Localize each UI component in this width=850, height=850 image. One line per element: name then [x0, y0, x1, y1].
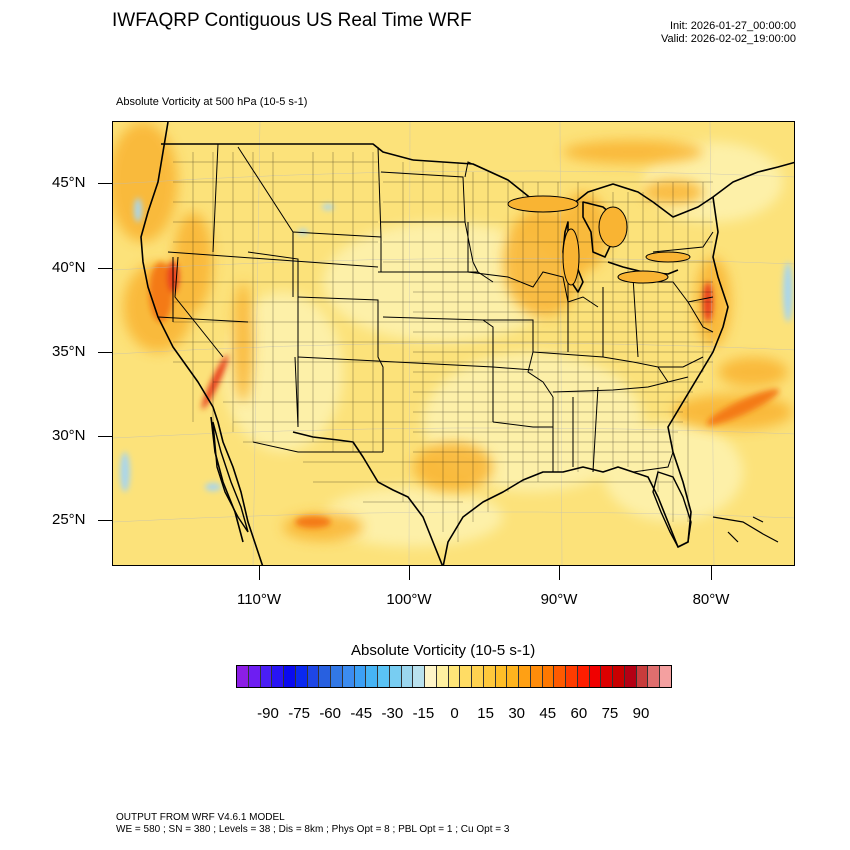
colorbar-swatch — [601, 666, 613, 687]
colorbar-label: -90 — [257, 705, 279, 722]
colorbar-swatch — [425, 666, 437, 687]
colorbar-swatch — [507, 666, 519, 687]
colorbar-swatch — [331, 666, 343, 687]
colorbar-label: 90 — [632, 705, 650, 722]
colorbar-label: -45 — [350, 705, 373, 722]
colorbar-swatch — [589, 666, 602, 687]
init-time: Init: 2026-01-27_00:00:00 — [670, 20, 796, 32]
colorbar-swatch — [554, 666, 566, 687]
colorbar-swatch — [660, 666, 671, 687]
lat-tick — [98, 268, 112, 269]
lat-label-25n: 25°N — [52, 511, 86, 528]
colorbar-label: -75 — [288, 705, 310, 722]
lon-tick — [409, 566, 410, 580]
colorbar-swatch — [319, 666, 331, 687]
colorbar-label: 45 — [539, 705, 557, 722]
colorbar-swatch — [401, 666, 414, 687]
colorbar-swatch — [542, 666, 555, 687]
lon-label-110w: 110°W — [236, 591, 282, 608]
field-subtitle: Absolute Vorticity at 500 hPa (10-5 s-1) — [116, 96, 308, 108]
colorbar-swatch — [472, 666, 484, 687]
lat-tick — [98, 436, 112, 437]
lon-label-100w: 100°W — [386, 591, 432, 608]
colorbar-swatch — [272, 666, 284, 687]
colorbar — [236, 665, 672, 688]
florida-outline — [652, 471, 692, 548]
lat-tick — [98, 520, 112, 521]
lat-label-40n: 40°N — [52, 259, 86, 276]
baja-outline — [212, 421, 249, 533]
colorbar-swatch — [436, 666, 449, 687]
great-lakes — [507, 195, 691, 286]
colorbar-swatch — [577, 666, 590, 687]
colorbar-swatch — [483, 666, 496, 687]
lon-tick — [711, 566, 712, 580]
lat-label-30n: 30°N — [52, 427, 86, 444]
graticule — [113, 122, 794, 565]
lon-label-90w: 90°W — [540, 591, 578, 608]
field-blue-regions — [120, 198, 793, 492]
colorbar-swatch — [366, 666, 378, 687]
colorbar-swatch — [613, 666, 625, 687]
colorbar-swatch — [307, 666, 320, 687]
colorbar-swatch — [648, 666, 660, 687]
colorbar-label: 75 — [601, 705, 619, 722]
colorbar-swatch — [378, 666, 390, 687]
colorbar-title: Absolute Vorticity (10-5 s-1) — [351, 642, 536, 659]
model-config-footer: WE = 580 ; SN = 380 ; Levels = 38 ; Dis … — [116, 824, 510, 835]
caribbean-islands — [712, 516, 779, 543]
colorbar-swatch — [460, 666, 472, 687]
lat-label-35n: 35°N — [52, 343, 86, 360]
model-footer: OUTPUT FROM WRF V4.6.1 MODEL — [116, 812, 285, 823]
colorbar-swatch — [237, 666, 249, 687]
colorbar-label: 15 — [477, 705, 494, 722]
lat-tick — [98, 183, 112, 184]
colorbar-swatch — [530, 666, 543, 687]
plot-title: IWFAQRP Contiguous US Real Time WRF — [112, 10, 472, 31]
colorbar-swatch — [624, 666, 637, 687]
colorbar-swatch — [342, 666, 355, 687]
colorbar-swatch — [566, 666, 578, 687]
lat-label-45n: 45°N — [52, 174, 86, 191]
colorbar-swatch — [636, 666, 649, 687]
map-canvas — [113, 122, 794, 565]
colorbar-swatch — [284, 666, 296, 687]
colorbar-swatch — [448, 666, 461, 687]
colorbar-label: 0 — [450, 705, 459, 722]
colorbar-swatch — [389, 666, 402, 687]
lon-tick — [559, 566, 560, 580]
vorticity-map — [112, 121, 795, 566]
lon-label-80w: 80°W — [692, 591, 730, 608]
colorbar-swatch — [519, 666, 531, 687]
colorbar-swatch — [354, 666, 367, 687]
colorbar-swatch — [295, 666, 308, 687]
colorbar-swatch — [495, 666, 508, 687]
lon-tick — [259, 566, 260, 580]
colorbar-label: -60 — [319, 705, 341, 722]
colorbar-label: 60 — [570, 705, 588, 722]
colorbar-swatch — [413, 666, 425, 687]
colorbar-label: -15 — [412, 705, 435, 722]
colorbar-label: -30 — [381, 705, 404, 722]
colorbar-label: 30 — [508, 705, 525, 722]
valid-time: Valid: 2026-02-02_19:00:00 — [661, 33, 796, 45]
colorbar-swatch — [260, 666, 273, 687]
lat-tick — [98, 352, 112, 353]
colorbar-swatch — [248, 666, 261, 687]
